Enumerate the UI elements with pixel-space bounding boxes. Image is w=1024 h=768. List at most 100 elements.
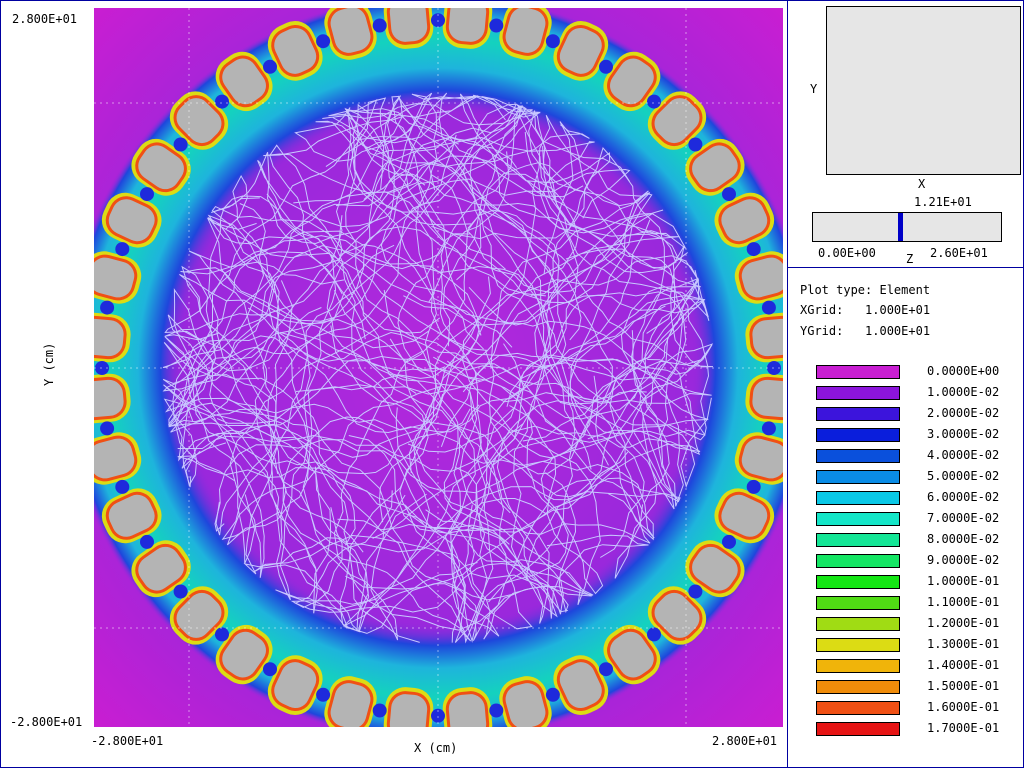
electrode bbox=[442, 8, 493, 49]
legend-swatch bbox=[816, 722, 900, 736]
trajectory-path bbox=[534, 209, 675, 510]
plot-type-text: Plot type: Element bbox=[800, 283, 931, 297]
field-dot bbox=[115, 479, 130, 494]
legend-swatch bbox=[816, 365, 900, 379]
z-slider-value: 1.21E+01 bbox=[914, 195, 972, 209]
field-dot bbox=[688, 584, 703, 599]
field-dot bbox=[431, 708, 445, 723]
field-dot bbox=[115, 242, 130, 257]
electrode bbox=[94, 373, 131, 424]
field-plot[interactable] bbox=[94, 8, 783, 727]
trajectory-path bbox=[253, 393, 568, 630]
electrode bbox=[267, 655, 323, 715]
trajectory-path bbox=[211, 205, 513, 536]
trajectory-path bbox=[280, 331, 649, 619]
y-axis-max-label: 2.800E+01 bbox=[12, 12, 78, 26]
electrode bbox=[499, 8, 552, 60]
field-dot bbox=[647, 94, 661, 109]
legend-swatch bbox=[816, 596, 900, 610]
trajectory-path bbox=[247, 307, 601, 605]
electrode bbox=[745, 312, 783, 363]
legend-swatch bbox=[816, 470, 900, 484]
electrode bbox=[101, 192, 162, 248]
trajectory-path bbox=[263, 115, 584, 273]
electrode bbox=[647, 91, 707, 150]
view-orientation-box[interactable] bbox=[826, 6, 1021, 175]
legend-swatch bbox=[816, 617, 900, 631]
legend-label: 2.0000E-02 bbox=[927, 406, 1000, 420]
legend-swatch bbox=[816, 575, 900, 589]
trajectory-path bbox=[391, 110, 688, 274]
electrode bbox=[324, 676, 377, 727]
z-slider-thumb[interactable] bbox=[898, 213, 903, 241]
field-dot bbox=[316, 34, 331, 49]
legend-label: 5.0000E-02 bbox=[927, 469, 1000, 483]
trajectory-path bbox=[372, 299, 705, 580]
trajectory-path bbox=[485, 277, 712, 489]
color-legend: 0.0000E+00 1.0000E-02 2.0000E-02 3.0000E-02… bbox=[816, 364, 1016, 743]
legend-row: 3.0000E-02 bbox=[816, 427, 1016, 449]
z-slider-axis-label: Z bbox=[906, 252, 914, 266]
field-dot bbox=[140, 534, 154, 549]
electrode bbox=[553, 655, 609, 715]
electrode bbox=[215, 624, 273, 685]
field-dot bbox=[722, 534, 736, 549]
trajectory-path bbox=[207, 217, 488, 525]
legend-row: 1.4000E-01 bbox=[816, 658, 1016, 680]
trajectory-path bbox=[226, 193, 441, 546]
trajectory-path bbox=[391, 95, 576, 603]
legend-swatch bbox=[816, 407, 900, 421]
legend-label: 1.7000E-01 bbox=[927, 721, 1000, 735]
electrode bbox=[603, 624, 661, 685]
electrode bbox=[714, 488, 775, 544]
trajectory-path bbox=[462, 291, 687, 507]
trajectory-path bbox=[162, 136, 595, 488]
trajectory-path bbox=[269, 144, 510, 545]
trajectory-path bbox=[207, 168, 484, 350]
electrode bbox=[685, 540, 745, 598]
x-axis-max-label: 2.800E+01 bbox=[712, 734, 778, 748]
legend-row: 1.0000E-01 bbox=[816, 574, 1016, 596]
field-dot bbox=[746, 242, 761, 257]
electrode bbox=[383, 8, 434, 49]
field-dot bbox=[173, 584, 188, 599]
field-dot bbox=[761, 421, 776, 436]
electrode bbox=[553, 21, 609, 81]
field-dot bbox=[761, 300, 776, 315]
electrode bbox=[442, 687, 493, 727]
electrode bbox=[94, 251, 142, 304]
trajectory-path bbox=[330, 325, 681, 531]
z-position-slider[interactable] bbox=[812, 212, 1002, 242]
field-dot bbox=[688, 137, 703, 152]
electrode bbox=[324, 8, 377, 60]
plot-grid bbox=[94, 8, 783, 727]
field-plot-svg[interactable] bbox=[94, 8, 783, 727]
trajectory-path bbox=[170, 107, 418, 433]
electrode bbox=[101, 488, 162, 544]
trajectory-path bbox=[484, 219, 706, 441]
field-dot bbox=[173, 137, 188, 152]
trajectory-path bbox=[485, 146, 665, 514]
legend-swatch bbox=[816, 386, 900, 400]
trajectory-path bbox=[164, 318, 482, 643]
electrode bbox=[215, 51, 273, 112]
trajectory-path bbox=[345, 146, 684, 590]
y-axis-min-label: -2.800E+01 bbox=[10, 715, 83, 729]
legend-row: 1.1000E-01 bbox=[816, 595, 1016, 617]
legend-swatch bbox=[816, 680, 900, 694]
trajectory-path bbox=[164, 313, 500, 637]
view-y-label: Y bbox=[810, 82, 818, 96]
legend-row: 1.2000E-01 bbox=[816, 616, 1016, 638]
field-dot bbox=[215, 94, 229, 109]
x-axis-min-label: -2.800E+01 bbox=[91, 734, 164, 748]
trajectory-path bbox=[290, 354, 670, 608]
legend-label: 1.1000E-01 bbox=[927, 595, 1000, 609]
field-dot bbox=[372, 703, 387, 718]
electrode bbox=[169, 586, 229, 645]
trajectory-path bbox=[163, 314, 390, 578]
trajectory-path bbox=[403, 295, 714, 579]
z-slider-max: 2.60E+01 bbox=[930, 246, 988, 260]
ygrid-text: YGrid: 1.000E+01 bbox=[800, 324, 931, 338]
electrode bbox=[603, 51, 661, 112]
legend-label: 3.0000E-02 bbox=[927, 427, 1000, 441]
